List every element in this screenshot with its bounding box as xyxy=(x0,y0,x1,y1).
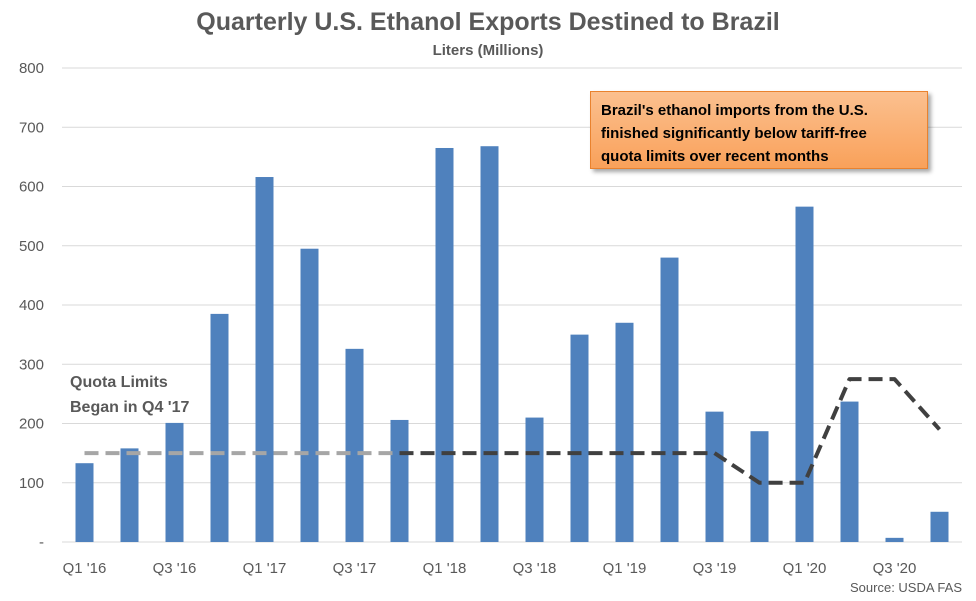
bar xyxy=(120,448,139,542)
x-tick-label: Q1 '19 xyxy=(603,560,647,577)
quota-line-segment xyxy=(399,377,941,485)
callout-line: Brazil's ethanol imports from the U.S. xyxy=(601,102,868,119)
chart-subtitle: Liters (Millions) xyxy=(432,42,544,59)
quota-note: Quota Limits Began in Q4 '17 xyxy=(70,370,189,420)
y-tick-label: - xyxy=(39,534,44,551)
callout-line: quota limits over recent months xyxy=(601,148,829,165)
bar xyxy=(795,206,814,542)
x-tick-label: Q1 '20 xyxy=(783,560,827,577)
y-tick-label: 200 xyxy=(19,416,44,433)
y-tick-label: 100 xyxy=(19,475,44,492)
bar xyxy=(930,511,949,542)
bar xyxy=(525,417,544,542)
bar xyxy=(660,257,679,542)
y-tick-label: 700 xyxy=(19,119,44,136)
bar xyxy=(75,463,94,542)
bar xyxy=(165,422,184,542)
y-tick-label: 800 xyxy=(19,60,44,77)
quota-line xyxy=(84,377,941,485)
y-tick-label: 300 xyxy=(19,356,44,373)
x-axis: Q1 '16 Q3 '16 Q1 '17 Q3 '17 Q1 '18 Q3 '18 Q1 '… xyxy=(63,560,917,577)
bar xyxy=(885,537,904,542)
quota-note-line: Began in Q4 '17 xyxy=(70,399,190,416)
y-tick-label: 500 xyxy=(19,238,44,255)
x-tick-label: Q3 '20 xyxy=(873,560,917,577)
bar xyxy=(480,146,499,542)
y-tick-label: 400 xyxy=(19,297,44,314)
x-tick-label: Q3 '18 xyxy=(513,560,557,577)
x-tick-label: Q3 '17 xyxy=(333,560,377,577)
bar xyxy=(840,401,859,542)
bar xyxy=(570,334,589,542)
bar xyxy=(300,248,319,542)
bar xyxy=(390,419,409,542)
quota-note-line: Quota Limits xyxy=(70,374,168,391)
x-tick-label: Q1 '17 xyxy=(243,560,287,577)
bar xyxy=(210,313,229,542)
source-note: Source: USDA FAS xyxy=(850,580,962,595)
x-tick-label: Q1 '18 xyxy=(423,560,467,577)
bar xyxy=(435,147,454,543)
x-tick-label: Q3 '16 xyxy=(153,560,197,577)
bar xyxy=(750,431,769,542)
callout-box: Brazil's ethanol imports from the U.S. f… xyxy=(590,91,928,169)
y-axis: - 100 200 300 400 500 600 700 800 xyxy=(19,60,44,551)
bar xyxy=(345,348,364,542)
bar xyxy=(705,411,724,542)
callout-line: finished significantly below tariff-free xyxy=(601,125,867,142)
bar xyxy=(615,322,634,542)
x-tick-label: Q3 '19 xyxy=(693,560,737,577)
y-tick-label: 600 xyxy=(19,179,44,196)
chart-title: Quarterly U.S. Ethanol Exports Destined … xyxy=(196,8,780,36)
bar xyxy=(255,177,274,542)
bar-series xyxy=(75,146,949,543)
x-tick-label: Q1 '16 xyxy=(63,560,107,577)
